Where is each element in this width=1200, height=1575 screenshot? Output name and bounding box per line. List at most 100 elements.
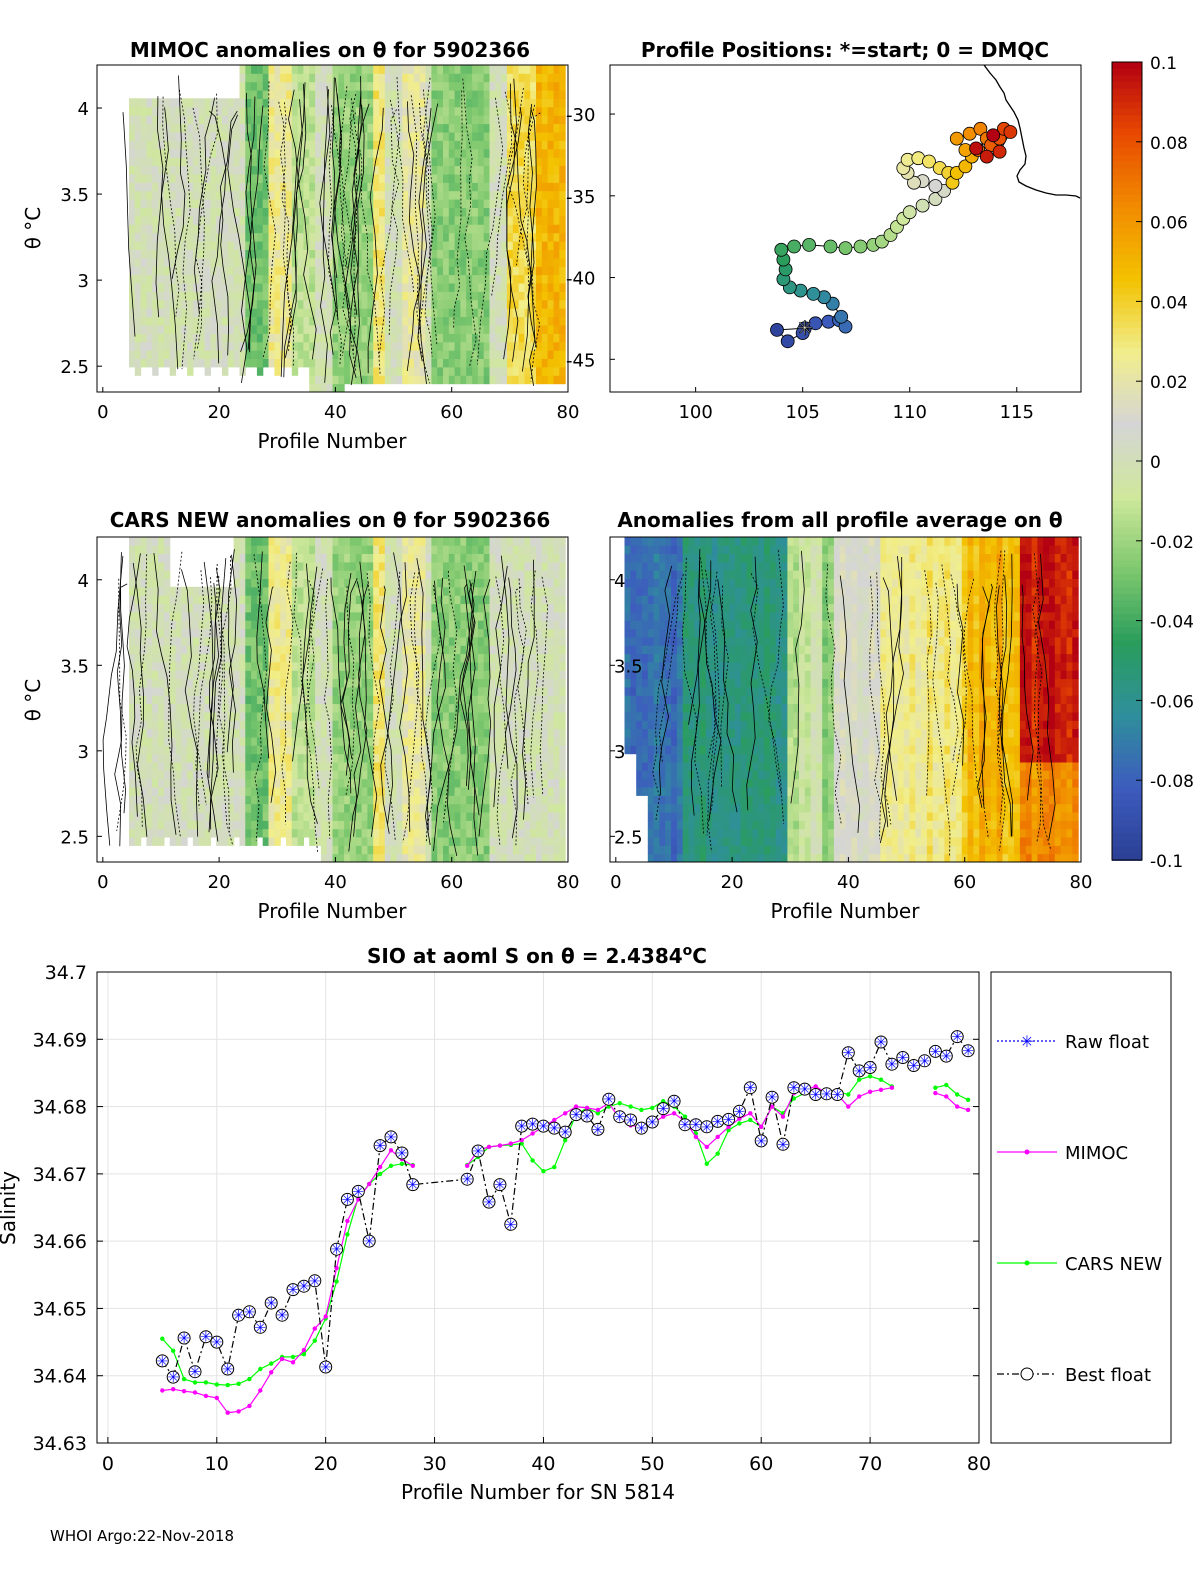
heatmap-cell bbox=[192, 728, 200, 738]
heatmap-cell bbox=[396, 106, 403, 116]
heatmap-cell bbox=[175, 333, 182, 343]
heatmap-cell bbox=[437, 266, 444, 276]
heatmap-cell bbox=[222, 812, 229, 821]
heatmap-cell bbox=[489, 173, 496, 183]
heatmap-cell bbox=[431, 131, 438, 141]
heatmap-cell bbox=[402, 90, 409, 99]
heatmap-cell bbox=[384, 98, 392, 108]
heatmap-cell bbox=[518, 232, 525, 242]
heatmap-cell bbox=[367, 274, 374, 284]
heatmap-cell bbox=[262, 165, 270, 175]
heatmap-cell bbox=[547, 274, 554, 284]
heatmap-cell bbox=[262, 711, 270, 721]
heatmap-cell bbox=[175, 358, 182, 368]
heatmap-cell bbox=[227, 812, 235, 821]
heatmap-cell bbox=[256, 653, 264, 663]
heatmap-cell bbox=[227, 358, 235, 368]
heatmap-cell bbox=[268, 173, 275, 183]
heatmap-cell bbox=[210, 199, 217, 208]
heatmap-cell bbox=[431, 291, 438, 301]
heatmap-cell bbox=[518, 358, 525, 368]
heatmap-cell bbox=[448, 123, 456, 133]
heatmap-cell bbox=[198, 249, 206, 259]
heatmap-cell bbox=[384, 375, 392, 385]
heatmap-cell bbox=[158, 828, 165, 838]
heatmap-cell bbox=[286, 358, 293, 368]
heatmap-cell bbox=[512, 199, 520, 208]
heatmap-cell bbox=[547, 73, 554, 83]
heatmap-cell bbox=[297, 728, 304, 738]
heatmap-cell bbox=[204, 299, 211, 309]
heatmap-cell bbox=[158, 232, 165, 242]
heatmap-cell bbox=[163, 537, 171, 546]
heatmap-cell bbox=[530, 266, 537, 276]
heatmap-cell bbox=[454, 299, 461, 309]
heatmap-cell bbox=[222, 123, 229, 133]
heatmap-cell bbox=[524, 215, 531, 225]
heatmap-cell bbox=[466, 375, 473, 385]
heatmap-cell bbox=[152, 620, 159, 630]
colorbar-cell bbox=[1112, 554, 1142, 562]
heatmap-cell bbox=[408, 537, 415, 546]
heatmap-cell bbox=[384, 358, 392, 368]
heatmap-cell bbox=[134, 358, 142, 368]
heatmap-cell bbox=[251, 131, 258, 141]
heatmap-cell bbox=[477, 299, 485, 309]
colorbar-cell bbox=[1112, 347, 1142, 356]
heatmap-cell bbox=[204, 620, 211, 630]
heatmap-cell bbox=[134, 98, 142, 108]
heatmap-cell bbox=[344, 828, 351, 838]
heatmap-cell bbox=[431, 173, 438, 183]
heatmap-cell bbox=[495, 358, 502, 368]
heatmap-cell bbox=[152, 711, 159, 721]
heatmap-cell bbox=[349, 820, 357, 830]
heatmap-cell bbox=[506, 65, 514, 74]
heatmap-cell bbox=[408, 215, 415, 225]
heatmap-cell bbox=[222, 324, 229, 334]
heatmap-cell bbox=[158, 812, 165, 821]
heatmap-cell bbox=[367, 745, 374, 755]
heatmap-cell bbox=[506, 106, 514, 116]
heatmap-cell bbox=[431, 148, 438, 158]
heatmap-cell bbox=[315, 241, 322, 250]
heatmap-cell bbox=[326, 570, 334, 579]
heatmap-cell bbox=[425, 266, 432, 276]
heatmap-cell bbox=[349, 123, 357, 133]
heatmap-cell bbox=[297, 745, 304, 755]
heatmap-cell bbox=[146, 115, 153, 125]
heatmap-cell bbox=[233, 291, 240, 301]
heatmap-cell bbox=[239, 736, 246, 746]
heatmap-cell bbox=[210, 190, 217, 200]
heatmap-cell bbox=[379, 98, 386, 108]
heatmap-cell bbox=[256, 291, 264, 301]
heatmap-cell bbox=[274, 820, 281, 830]
heatmap-cell bbox=[338, 753, 345, 763]
heatmap-cell bbox=[553, 65, 560, 66]
heatmap-cell bbox=[477, 90, 485, 99]
colorbar-cell bbox=[1112, 667, 1142, 675]
heatmap-cell bbox=[134, 695, 142, 705]
heatmap-cell bbox=[315, 661, 322, 671]
heatmap-cell bbox=[158, 316, 165, 326]
heatmap-cell bbox=[309, 274, 316, 284]
heatmap-cell bbox=[146, 787, 153, 796]
colorbar-cell bbox=[1112, 487, 1142, 496]
heatmap-cell bbox=[129, 611, 136, 621]
heatmap-cell bbox=[349, 753, 357, 763]
heatmap-cell bbox=[541, 98, 549, 108]
heatmap-cell bbox=[198, 241, 206, 250]
heatmap-cell bbox=[454, 123, 461, 133]
heatmap-cell bbox=[280, 190, 287, 200]
heatmap-cell bbox=[291, 81, 299, 91]
heatmap-cell bbox=[483, 106, 491, 116]
heatmap-cell bbox=[384, 316, 392, 326]
heatmap-cell bbox=[448, 106, 456, 116]
heatmap-cell bbox=[349, 207, 357, 217]
heatmap-cell bbox=[443, 316, 450, 326]
heatmap-cell bbox=[524, 249, 531, 259]
heatmap-cell bbox=[361, 232, 368, 242]
heatmap-cell bbox=[431, 215, 438, 225]
heatmap-cell bbox=[315, 333, 322, 343]
heatmap-cell bbox=[268, 603, 275, 613]
heatmap-cell bbox=[309, 695, 316, 705]
